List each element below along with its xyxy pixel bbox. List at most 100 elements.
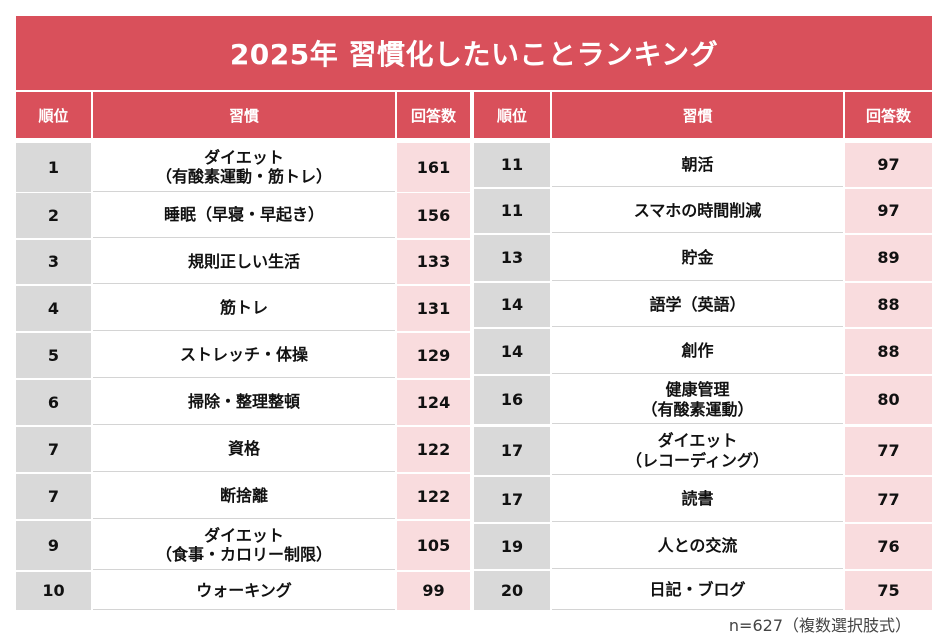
habit-label-line: ストレッチ・体操 [179,345,308,365]
habit-label-line: 読書 [681,489,714,509]
habit-label: 語学（英語） [649,295,745,314]
habit-label-line: ダイエット [204,525,284,545]
habit-label-line: 語学（英語） [649,294,746,314]
habit-label-line: 資格 [227,439,260,459]
habit-label: 読書 [681,489,713,508]
count-cell: 99 [397,572,470,610]
habit-label-line: ダイエット [657,431,738,451]
habit-label-line: 規則正しい生活 [187,251,300,271]
count-cell: 77 [845,477,932,522]
habit-label-line: （有酸素運動・筋トレ） [155,167,332,186]
count-cell: 124 [397,380,470,425]
rank-cell: 2 [16,193,91,238]
habit-label-line: 筋トレ [219,298,268,318]
count-cell: 129 [397,333,470,378]
habit-label-line: 貯金 [681,247,714,267]
habit-label: 規則正しい生活 [188,252,300,271]
habit-label-line: （レコーディング） [626,450,769,470]
rank-cell: 16 [474,376,550,424]
habit-cell: ダイエット （食事・カロリー制限） [93,521,395,570]
rank-cell: 17 [474,477,550,522]
habit-label: 資格 [228,439,260,458]
rank-cell: 4 [16,286,91,331]
count-cell: 75 [845,571,932,610]
habit-cell: 読書 [552,477,843,522]
count-cell: 76 [845,524,932,569]
count-cell: 131 [397,286,470,331]
habit-label: 睡眠（早寝・早起き） [164,205,324,224]
habit-label-line: （食事・カロリー制限） [155,545,332,564]
habit-label: 人との交流 [658,536,738,555]
count-cell: 156 [397,193,470,238]
habit-label-line: 睡眠（早寝・早起き） [163,205,324,225]
habit-cell: 掃除・整理整頓 [93,380,395,425]
count-cell: 80 [845,376,932,424]
habit-label: 断捨離 [220,486,268,505]
count-cell: 97 [845,143,932,187]
rank-cell: 17 [474,427,550,475]
count-cell: 97 [845,189,932,233]
rank-cell: 1 [16,143,91,192]
habit-cell: 規則正しい生活 [93,240,395,284]
habit-label: 朝活 [681,155,713,174]
habit-cell: 人との交流 [552,524,843,569]
count-cell: 133 [397,240,470,284]
habit-label-line: 人との交流 [657,536,738,556]
habit-cell: 睡眠（早寝・早起き） [93,193,395,238]
rank-cell: 7 [16,474,91,519]
habit-label: 健康管理 （有酸素運動） [641,380,753,418]
title-banner: 2025年 習慣化したいことランキング [16,16,932,90]
rank-cell: 14 [474,283,550,327]
rank-cell: 6 [16,380,91,425]
rank-cell: 5 [16,333,91,378]
habit-label: ダイエット （有酸素運動・筋トレ） [156,148,332,186]
rank-cell: 3 [16,240,91,284]
habit-cell: 語学（英語） [552,283,843,327]
count-cell: 88 [845,283,932,327]
habit-cell: 朝活 [552,143,843,187]
habit-label: ストレッチ・体操 [180,345,308,364]
header-count: 回答数 [845,92,932,138]
count-cell: 105 [397,521,470,570]
habit-label: ウォーキング [196,581,292,600]
habit-cell: 断捨離 [93,474,395,519]
count-cell: 77 [845,427,932,475]
habit-label: ダイエット （レコーディング） [626,431,769,469]
habit-label-line: ダイエット [204,147,284,167]
rank-cell: 11 [474,143,550,187]
rank-cell: 9 [16,521,91,570]
habit-label: 日記・ブログ [649,580,745,599]
habit-label-line: 掃除・整理整頓 [187,392,300,412]
habit-cell: 貯金 [552,235,843,281]
header-habit: 習慣 [93,92,395,138]
count-cell: 161 [397,143,470,192]
page-title: 2025年 習慣化したいことランキング [229,38,719,71]
habit-cell: 日記・ブログ [552,571,843,610]
habit-cell: スマホの時間削減 [552,189,843,233]
count-cell: 89 [845,235,932,281]
header-habit: 習慣 [552,92,843,138]
habit-label: スマホの時間削減 [634,201,762,220]
habit-label-line: スマホの時間削減 [633,200,762,220]
header-count: 回答数 [397,92,470,138]
header-rank: 順位 [474,92,550,138]
habit-label-line: 日記・ブログ [649,580,746,600]
rank-cell: 10 [16,572,91,610]
habit-label: 創作 [681,341,713,360]
habit-label: 筋トレ [220,298,268,317]
rank-cell: 7 [16,427,91,472]
habit-cell: ダイエット （レコーディング） [552,427,843,475]
habit-cell: ウォーキング [93,572,395,610]
count-cell: 122 [397,427,470,472]
habit-cell: 筋トレ [93,286,395,331]
rank-cell: 11 [474,189,550,233]
habit-label-line: 創作 [681,341,714,361]
habit-label: 貯金 [681,248,713,267]
habit-cell: 資格 [93,427,395,472]
rank-cell: 13 [474,235,550,281]
habit-label-line: 朝活 [681,154,714,174]
habit-label-line: （有酸素運動） [641,399,754,419]
habit-label-line: ウォーキング [196,580,292,600]
rank-cell: 19 [474,524,550,569]
